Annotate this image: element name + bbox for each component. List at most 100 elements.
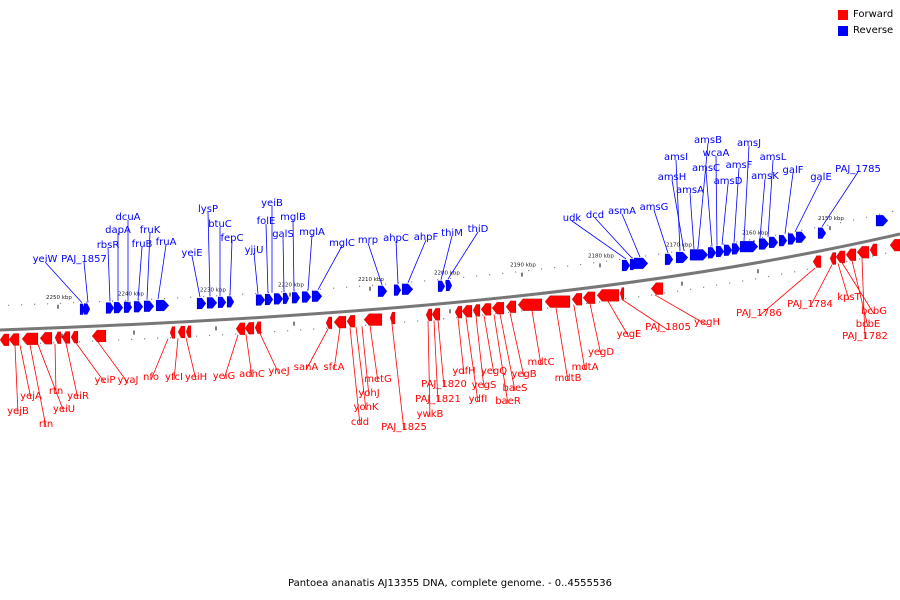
gene-arrow[interactable] <box>83 303 91 315</box>
gene-label[interactable]: yegS <box>472 380 497 391</box>
gene-arrow[interactable] <box>401 283 414 295</box>
gene-label[interactable]: yeiP <box>95 375 116 386</box>
gene-label[interactable]: thiM <box>441 228 463 239</box>
gene-arrow[interactable] <box>0 333 10 347</box>
gene-label[interactable]: folE <box>257 216 276 227</box>
gene-label[interactable]: cdd <box>351 417 369 428</box>
gene-label[interactable]: yejB <box>7 406 29 417</box>
gene-arrow[interactable] <box>431 307 441 321</box>
gene-arrow[interactable] <box>437 280 446 292</box>
gene-label[interactable]: yeiU <box>53 404 75 415</box>
gene-label[interactable]: fruK <box>140 225 161 236</box>
gene-arrow[interactable] <box>889 238 900 252</box>
gene-label[interactable]: amsK <box>751 171 779 182</box>
gene-label[interactable]: ydfI <box>469 394 488 405</box>
gene-label[interactable]: rtn <box>39 419 53 430</box>
gene-arrow[interactable] <box>875 214 889 227</box>
gene-label[interactable]: yegE <box>617 329 642 340</box>
gene-arrow[interactable] <box>869 243 878 257</box>
gene-arrow[interactable] <box>689 249 709 261</box>
gene-label[interactable]: fruB <box>132 239 153 250</box>
gene-arrow[interactable] <box>768 236 779 249</box>
gene-label[interactable]: yohJ <box>358 388 379 399</box>
gene-label[interactable]: amsJ <box>737 138 761 149</box>
gene-label[interactable]: yneJ <box>268 366 289 377</box>
gene-arrow[interactable] <box>333 315 347 329</box>
gene-arrow[interactable] <box>664 253 674 266</box>
gene-arrow[interactable] <box>596 289 620 302</box>
gene-label[interactable]: rbsR <box>97 240 120 251</box>
gene-arrow[interactable] <box>254 321 262 334</box>
gene-arrow[interactable] <box>856 245 870 259</box>
gene-label[interactable]: dapA <box>105 225 131 236</box>
gene-label[interactable]: fepC <box>220 233 243 244</box>
gene-arrow[interactable] <box>169 326 176 339</box>
gene-arrow[interactable] <box>758 238 770 250</box>
gene-arrow[interactable] <box>472 304 481 317</box>
gene-label[interactable]: amsG <box>640 202 669 213</box>
gene-arrow[interactable] <box>363 313 383 326</box>
gene-arrow[interactable] <box>217 296 227 309</box>
gene-label[interactable]: yejA <box>20 391 42 402</box>
gene-arrow[interactable] <box>123 301 133 313</box>
gene-label[interactable]: metG <box>364 374 392 385</box>
gene-label[interactable]: udk <box>563 213 582 224</box>
gene-label[interactable]: yegH <box>694 317 720 328</box>
gene-label[interactable]: nfo <box>143 372 159 383</box>
gene-label[interactable]: lysP <box>198 204 218 215</box>
gene-arrow[interactable] <box>54 331 62 345</box>
gene-arrow[interactable] <box>707 247 717 259</box>
gene-label[interactable]: mrp <box>358 235 378 246</box>
gene-arrow[interactable] <box>155 299 170 312</box>
gene-arrow[interactable] <box>143 300 155 312</box>
gene-label[interactable]: PAJ_1805 <box>645 322 691 333</box>
gene-arrow[interactable] <box>346 315 356 328</box>
gene-label[interactable]: sfcA <box>323 362 344 373</box>
gene-arrow[interactable] <box>633 257 649 270</box>
gene-label[interactable]: yegB <box>511 369 536 380</box>
gene-arrow[interactable] <box>829 252 837 265</box>
gene-arrow[interactable] <box>21 332 39 346</box>
gene-label[interactable]: rtn <box>49 386 63 397</box>
gene-label[interactable]: yegQ <box>481 366 507 377</box>
gene-arrow[interactable] <box>196 297 207 310</box>
gene-label[interactable]: amsL <box>760 152 787 163</box>
gene-label[interactable]: yyaJ <box>118 375 139 386</box>
gene-arrow[interactable] <box>739 240 759 253</box>
gene-arrow[interactable] <box>582 291 596 305</box>
gene-label[interactable]: mglB <box>280 212 306 223</box>
gene-label[interactable]: PAJ_1785 <box>835 164 881 175</box>
gene-label[interactable]: amsF <box>726 160 753 171</box>
gene-label[interactable]: amsB <box>694 135 722 146</box>
gene-label[interactable]: sanA <box>294 362 319 373</box>
gene-arrow[interactable] <box>113 301 124 314</box>
gene-arrow[interactable] <box>812 255 822 268</box>
gene-label[interactable]: PAJ_1786 <box>736 308 782 319</box>
gene-label[interactable]: mdtC <box>528 357 555 368</box>
gene-arrow[interactable] <box>8 333 20 346</box>
gene-arrow[interactable] <box>61 331 71 344</box>
gene-label[interactable]: asmA <box>608 206 636 217</box>
legend-reverse[interactable]: Reverse <box>838 25 893 36</box>
gene-label[interactable]: PAJ_1825 <box>381 422 427 433</box>
gene-label[interactable]: yeiR <box>67 391 89 402</box>
gene-label[interactable]: PAJ_1820 <box>421 379 467 390</box>
gene-label[interactable]: dcd <box>586 210 604 221</box>
gene-arrow[interactable] <box>325 316 333 330</box>
gene-label[interactable]: mdtA <box>572 362 599 373</box>
gene-arrow[interactable] <box>282 292 290 305</box>
gene-arrow[interactable] <box>291 291 301 304</box>
gene-label[interactable]: bcbE <box>856 319 881 330</box>
gene-arrow[interactable] <box>264 293 274 306</box>
gene-arrow[interactable] <box>393 284 402 296</box>
gene-arrow[interactable] <box>650 282 664 295</box>
gene-label[interactable]: yegD <box>588 347 614 358</box>
gene-arrow[interactable] <box>91 329 107 343</box>
gene-arrow[interactable] <box>105 302 115 314</box>
gene-arrow[interactable] <box>389 311 396 325</box>
gene-arrow[interactable] <box>177 325 186 339</box>
gene-label[interactable]: thiD <box>468 224 489 235</box>
gene-label[interactable]: yeiB <box>261 198 283 209</box>
gene-arrow[interactable] <box>795 231 807 243</box>
gene-label[interactable]: kpsT <box>837 292 861 303</box>
